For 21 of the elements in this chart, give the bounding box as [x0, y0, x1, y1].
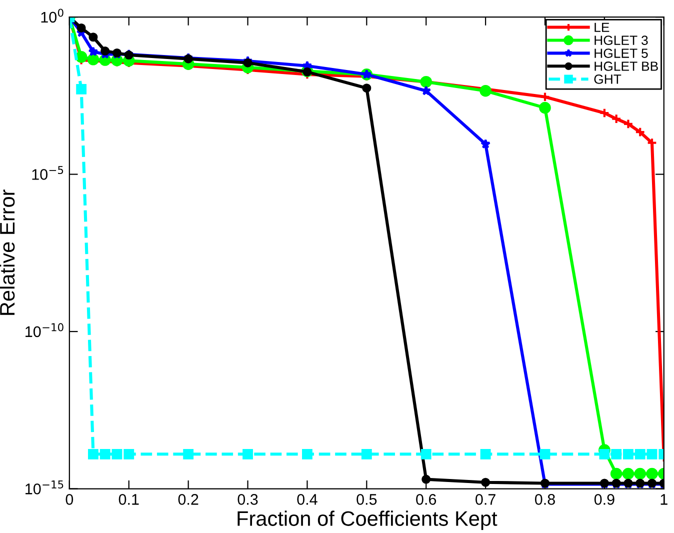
y-tick-label: 10$^{0}$ [41, 8, 64, 23]
legend-label: LE [594, 22, 610, 32]
legend-label: HGLET 3 [594, 36, 648, 45]
x-tick-label: 0.9 [594, 494, 614, 505]
legend-label: HGLET BB [594, 62, 658, 71]
legend-label: HGLET 5 [594, 48, 648, 58]
legend-label: GHT [594, 74, 622, 84]
x-tick-label: 0 [66, 494, 74, 505]
x-tick-label: 0.3 [238, 494, 258, 505]
y-tick-label: 10$^{−15}$ [26, 480, 64, 494]
x-tick-label: 0.4 [297, 494, 318, 505]
x-tick-label: 0.8 [534, 494, 555, 505]
y-tick-label: 10$^{−10}$ [26, 323, 64, 338]
x-tick-label: 1 [660, 494, 668, 505]
x-tick-label: 0.7 [476, 494, 496, 505]
x-tick-label: 0.1 [118, 494, 139, 505]
x-tick-label: 0.2 [178, 494, 198, 505]
x-axis-title: Fraction of Coefficients Kept [238, 510, 498, 530]
y-tick-label: 10$^{−5}$ [32, 166, 64, 180]
x-tick-label: 0.6 [416, 494, 436, 505]
x-tick-label: 0.5 [356, 494, 377, 505]
